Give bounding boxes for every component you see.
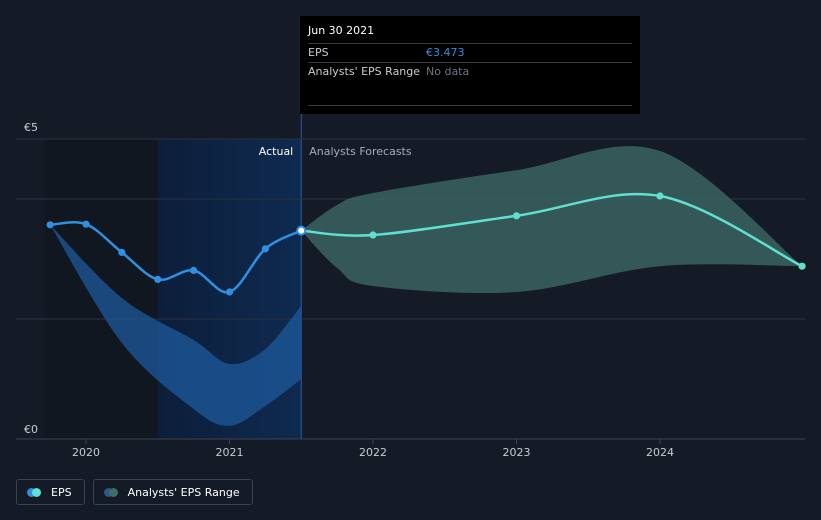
legend-eps-swatch (27, 487, 43, 497)
tooltip-row-range: Analysts' EPS Range No data (308, 62, 632, 81)
legend-eps-label: EPS (51, 485, 72, 499)
tooltip-eps-label: EPS (308, 46, 329, 59)
x-tick-label: 2021 (216, 446, 244, 459)
tooltip: Jun 30 2021 EPS €3.473 Analysts' EPS Ran… (300, 16, 640, 114)
tooltip-row-eps: EPS €3.473 (308, 43, 632, 62)
eps-point-actual (190, 266, 198, 274)
legend-range-label: Analysts' EPS Range (127, 485, 240, 499)
x-tick-label: 2020 (72, 446, 100, 459)
x-tick-label: 2024 (646, 446, 674, 459)
eps-line-forecast (301, 192, 803, 268)
eps-point-forecast (798, 262, 806, 270)
x-tick-label: 2023 (503, 446, 531, 459)
eps-point-actual (296, 225, 307, 236)
forecast-label: Analysts Forecasts (309, 145, 412, 158)
legend-item-range[interactable]: Analysts' EPS Range (92, 479, 253, 505)
eps-point-forecast (512, 212, 521, 220)
actual-label: Actual (259, 145, 293, 158)
legend: EPS Analysts' EPS Range (16, 479, 253, 505)
forecast-range-band (301, 146, 803, 294)
tooltip-range-label: Analysts' EPS Range (308, 65, 421, 78)
eps-point-actual (261, 245, 269, 253)
legend-item-eps[interactable]: EPS (16, 479, 85, 505)
eps-point-forecast (656, 192, 664, 200)
eps-point-actual (225, 288, 234, 296)
tooltip-divider (308, 105, 632, 106)
eps-point-actual (82, 220, 90, 228)
eps-point-forecast (369, 231, 377, 239)
tooltip-date: Jun 30 2021 (308, 24, 375, 37)
tooltip-eps-value: €3.473 (426, 46, 465, 59)
eps-point-actual (46, 221, 54, 229)
legend-range-swatch (103, 487, 120, 497)
x-tick-label: 2022 (359, 446, 387, 459)
eps-point-actual (154, 275, 162, 283)
y-tick-label-0: €0 (24, 423, 38, 436)
tooltip-range-value: No data (426, 65, 470, 78)
actual-range-band (50, 224, 302, 426)
eps-point-actual (118, 248, 126, 256)
y-tick-label-5: €5 (24, 121, 38, 134)
